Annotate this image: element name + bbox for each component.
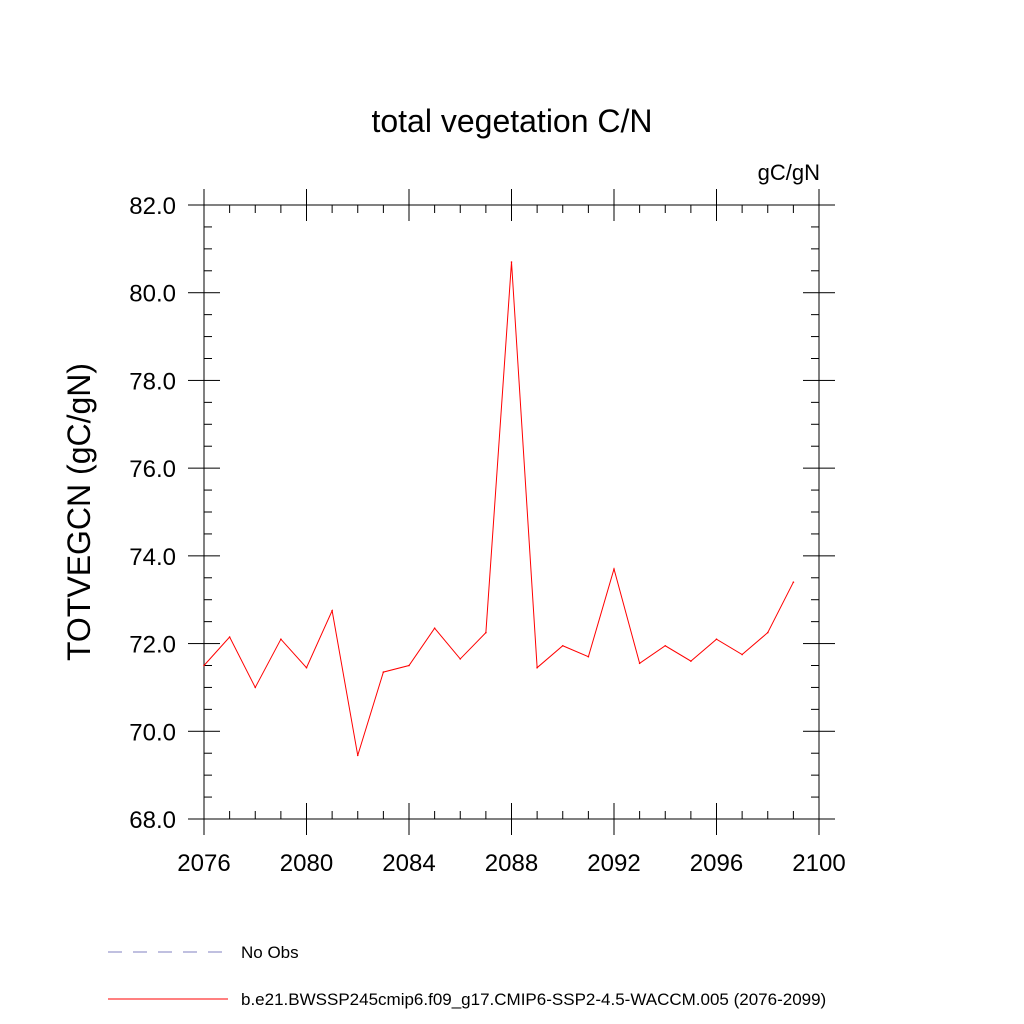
- data-point: [664, 644, 667, 647]
- x-tick-label: 2076: [177, 850, 230, 877]
- y-tick-label: 70.0: [129, 719, 176, 746]
- y-tick-label: 80.0: [129, 281, 176, 308]
- legend-label: No Obs: [241, 943, 299, 962]
- series-group: [203, 261, 795, 757]
- x-tick-label: 2100: [792, 850, 845, 877]
- units-label: gC/gN: [758, 160, 820, 185]
- x-tick-label: 2080: [280, 850, 333, 877]
- data-point: [331, 609, 333, 612]
- y-tick-label: 82.0: [129, 193, 176, 220]
- y-tick-label: 78.0: [129, 368, 176, 395]
- data-point: [690, 660, 692, 662]
- axis-tick-labels: 2076 2080 2084 2088 2092 2096 2100 68.0 70.0 72.0…: [129, 193, 845, 877]
- data-point: [638, 662, 641, 665]
- legend: No Obs b.e21.BWSSP245cmip6.f09_g17.CMIP6-…: [108, 943, 826, 1009]
- x-tick-label: 2084: [382, 850, 435, 877]
- data-point: [741, 653, 743, 656]
- data-point: [536, 666, 538, 669]
- chart-title: total vegetation C/N: [371, 103, 652, 139]
- data-point: [715, 638, 718, 640]
- series-line: [203, 261, 794, 756]
- data-point: [510, 261, 513, 263]
- data-point: [382, 671, 385, 673]
- data-point: [280, 638, 282, 640]
- data-point: [613, 568, 615, 570]
- data-point: [228, 636, 231, 638]
- plot-frame: [203, 204, 820, 820]
- x-tick-label: 2088: [485, 850, 538, 877]
- x-tick-label: 2092: [587, 850, 640, 877]
- axis-ticks: [188, 189, 835, 835]
- legend-label: b.e21.BWSSP245cmip6.f09_g17.CMIP6-SSP2-4…: [241, 990, 826, 1009]
- data-point: [792, 581, 795, 583]
- data-point: [485, 631, 487, 634]
- y-axis-label: TOTVEGCN (gC/gN): [61, 363, 97, 661]
- data-point: [433, 627, 436, 630]
- x-tick-label: 2096: [690, 850, 743, 877]
- data-point: [766, 631, 769, 634]
- data-point: [587, 655, 590, 658]
- y-tick-label: 68.0: [129, 807, 176, 834]
- data-point: [356, 754, 359, 757]
- data-point: [305, 666, 308, 669]
- y-tick-label: 72.0: [129, 632, 176, 659]
- data-point: [561, 644, 564, 647]
- y-tick-label: 74.0: [129, 544, 176, 571]
- data-point: [203, 664, 205, 667]
- data-point: [408, 664, 410, 667]
- data-point: [459, 658, 462, 660]
- y-tick-label: 76.0: [129, 456, 176, 483]
- data-point: [254, 686, 257, 689]
